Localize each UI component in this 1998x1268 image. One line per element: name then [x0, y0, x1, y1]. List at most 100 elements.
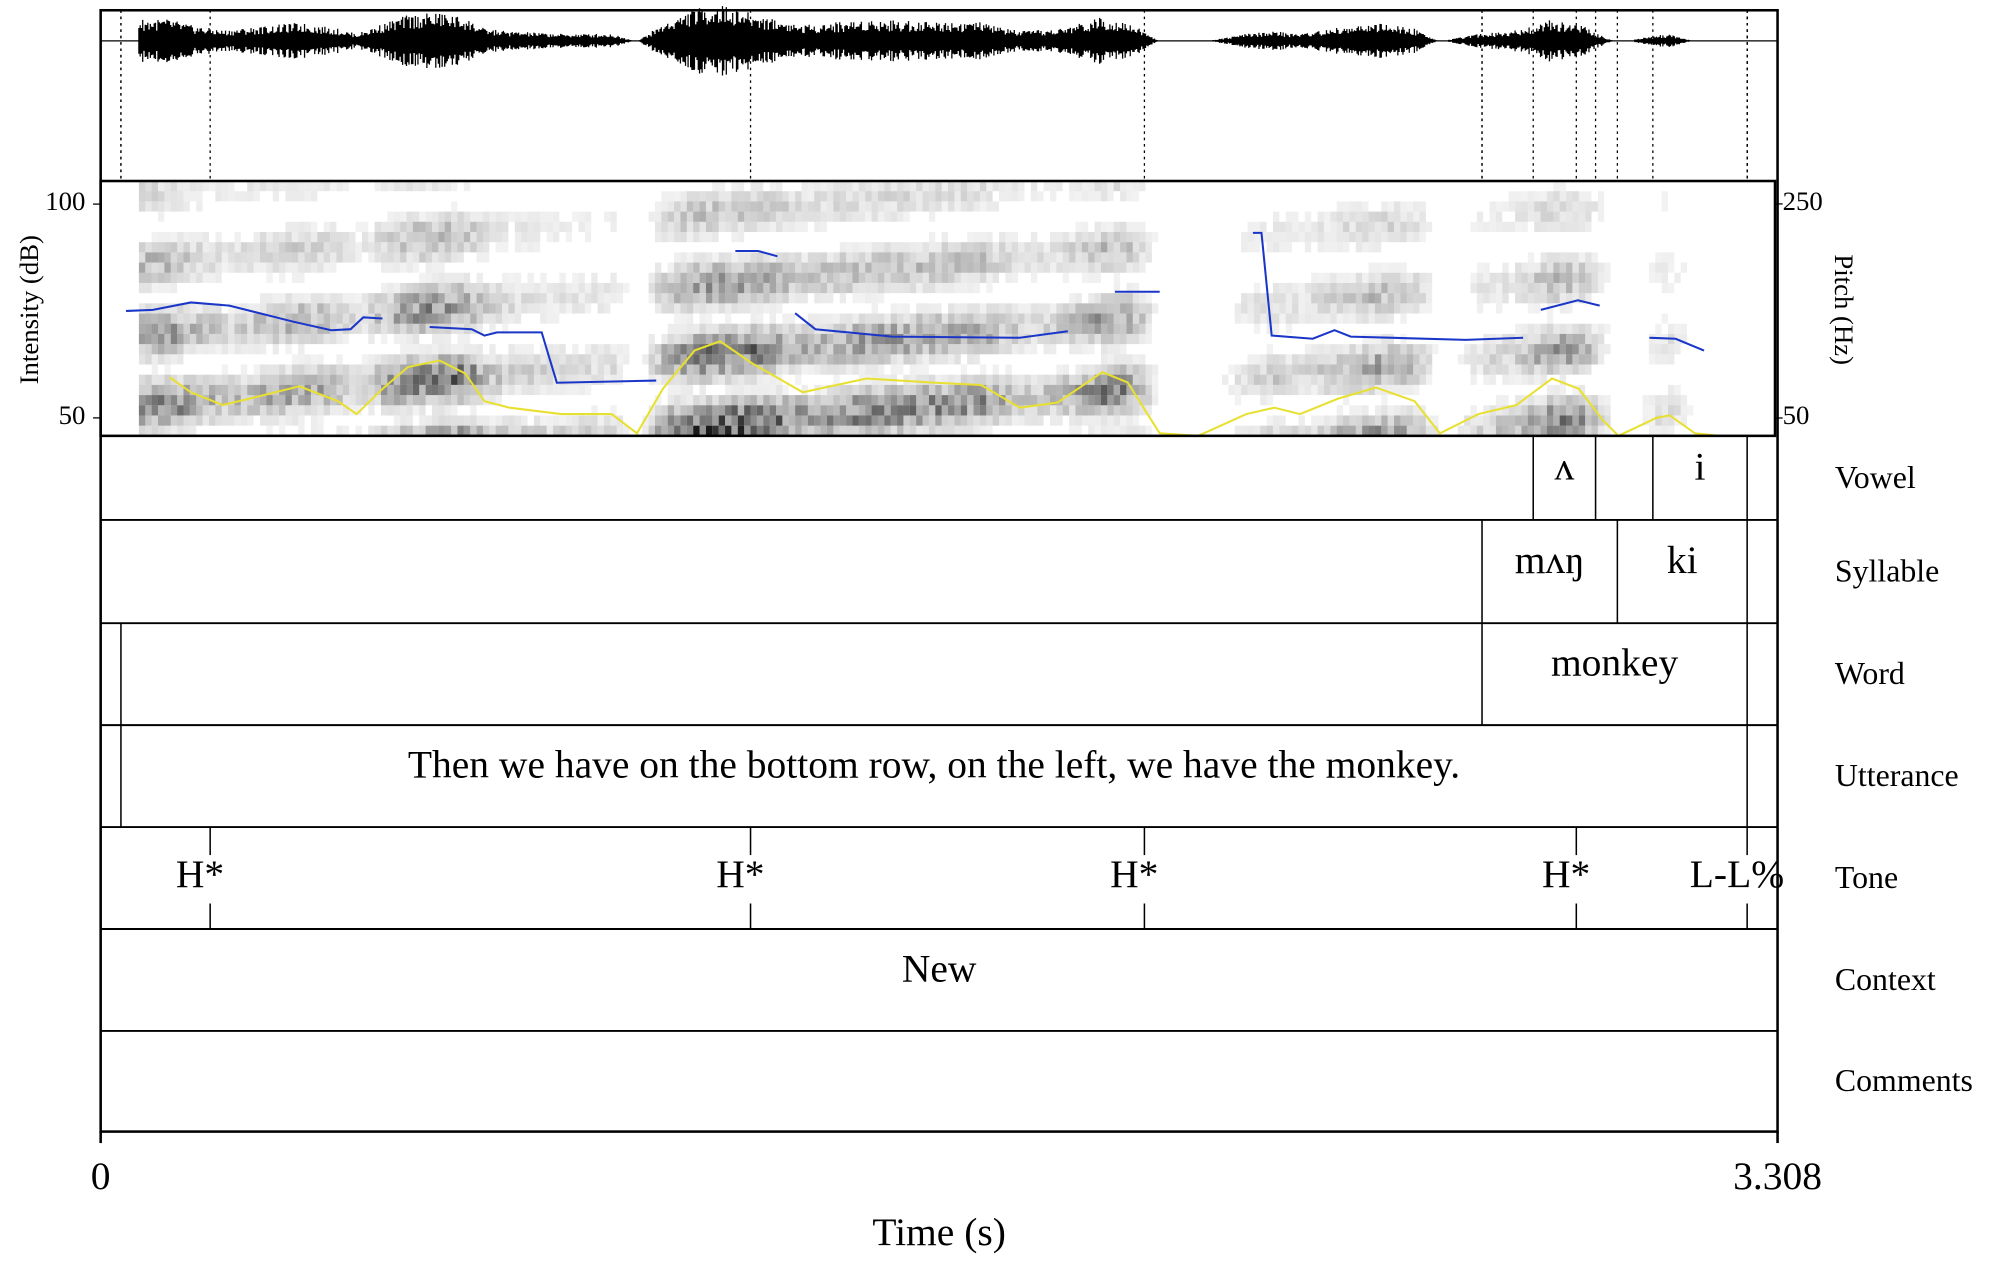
spectrogram-cell	[1304, 282, 1312, 294]
spectrogram-cell	[521, 303, 528, 314]
spectrogram-cell	[654, 231, 662, 243]
spectrogram-cell	[1381, 282, 1388, 294]
spectrogram-cell	[1553, 333, 1560, 345]
spectrogram-cell	[807, 181, 815, 192]
spectrogram-cell	[336, 313, 343, 324]
spectrogram-cell	[1495, 364, 1503, 375]
spectrogram-cell	[1298, 221, 1305, 232]
spectrogram-cell	[852, 415, 859, 426]
spectrogram-cell	[1540, 191, 1547, 202]
spectrogram-cell	[814, 181, 821, 192]
spectrogram-cell	[890, 181, 898, 192]
spectrogram-cell	[826, 282, 834, 294]
spectrogram-cell	[807, 405, 815, 416]
spectrogram-cell	[1234, 395, 1242, 406]
spectrogram-cell	[801, 354, 808, 365]
spectrogram-cell	[1330, 313, 1337, 324]
spectrogram-cell	[540, 344, 547, 355]
spectrogram-cell	[674, 313, 681, 324]
spectrogram-cell	[412, 333, 420, 345]
spectrogram-cell	[1126, 181, 1133, 192]
spectrogram-cell	[737, 303, 745, 314]
spectrogram-cell	[801, 415, 808, 426]
spectrogram-cell	[986, 252, 993, 263]
spectrogram-cell	[400, 425, 407, 436]
spectrogram-cell	[1011, 333, 1019, 345]
spectrogram-cell	[909, 425, 917, 436]
spectrogram-cell	[1585, 211, 1592, 222]
point-label: H*	[716, 852, 764, 896]
spectrogram-cell	[814, 293, 821, 304]
spectrogram-cell	[1094, 405, 1101, 416]
spectrogram-cell	[654, 221, 662, 232]
spectrogram-cell	[228, 415, 235, 426]
spectrogram-cell	[725, 303, 732, 314]
spectrogram-cell	[948, 425, 955, 436]
spectrogram-cell	[1406, 415, 1414, 426]
spectrogram-cell	[731, 333, 738, 345]
spectrogram-cell	[1667, 425, 1675, 436]
spectrogram-cell	[1107, 191, 1114, 202]
spectrogram-cell	[151, 425, 159, 436]
spectrogram-cell	[1343, 211, 1350, 222]
spectrogram-cell	[693, 354, 700, 365]
spectrogram-cell	[482, 293, 490, 304]
spectrogram-cell	[177, 242, 184, 253]
spectrogram-cell	[145, 191, 152, 202]
spectrogram-cell	[1336, 354, 1344, 365]
spectrogram-cell	[1056, 374, 1063, 385]
spectrogram-cell	[1260, 293, 1267, 304]
spectrogram-cell	[272, 364, 280, 375]
spectrogram-cell	[1553, 272, 1560, 283]
spectrogram-cell	[1585, 282, 1592, 294]
spectrogram-cell	[374, 323, 381, 334]
spectrogram-cell	[1521, 211, 1528, 222]
spectrogram-cell	[1304, 384, 1312, 396]
spectrogram-cell	[973, 333, 980, 345]
spectrogram-cell	[1062, 364, 1070, 375]
spectrogram-cell	[769, 201, 777, 212]
spectrogram-cell	[967, 201, 974, 212]
spectrogram-cell	[769, 272, 777, 283]
spectrogram-cell	[1018, 323, 1025, 334]
spectrogram-cell	[1655, 395, 1662, 406]
spectrogram-cell	[419, 354, 426, 365]
spectrogram-cell	[259, 333, 267, 345]
spectrogram-cell	[1502, 344, 1509, 355]
spectrogram-cell	[871, 211, 878, 222]
spectrogram-cell	[782, 344, 789, 355]
spectrogram-cell	[1425, 344, 1433, 355]
spectrogram-cell	[884, 252, 891, 263]
spectrogram-cell	[890, 303, 898, 314]
spectrogram-cell	[744, 395, 751, 406]
spectrogram-cell	[1272, 282, 1280, 294]
spectrogram-cell	[725, 313, 732, 324]
spectrogram-cell	[412, 293, 420, 304]
spectrogram-cell	[1495, 293, 1503, 304]
spectrogram-cell	[189, 181, 197, 192]
spectrogram-cell	[1094, 262, 1101, 273]
spectrogram-cell	[502, 293, 509, 304]
spectrogram-cell	[400, 344, 407, 355]
spectrogram-cell	[954, 395, 961, 406]
spectrogram-cell	[546, 415, 554, 426]
spectrogram-cell	[1502, 395, 1509, 406]
spectrogram-cell	[527, 282, 534, 294]
spectrogram-cell	[967, 344, 974, 355]
spectrogram-cell	[177, 313, 184, 324]
spectrogram-cell	[1107, 415, 1114, 426]
spectrogram-cell	[253, 395, 260, 406]
spectrogram-cell	[221, 181, 229, 192]
spectrogram-cell	[1680, 395, 1688, 406]
spectrogram-cell	[1298, 374, 1305, 385]
spectrogram-cell	[1126, 262, 1133, 273]
spectrogram-cell	[788, 313, 796, 324]
spectrogram-cell	[1272, 313, 1280, 324]
spectrogram-cell	[444, 211, 452, 222]
spectrogram-cell	[1381, 221, 1388, 232]
spectrogram-cell	[1419, 374, 1426, 385]
spectrogram-cell	[1343, 364, 1350, 375]
spectrogram-cell	[1521, 333, 1528, 345]
spectrogram-cell	[406, 333, 413, 345]
spectrogram-cell	[954, 201, 961, 212]
